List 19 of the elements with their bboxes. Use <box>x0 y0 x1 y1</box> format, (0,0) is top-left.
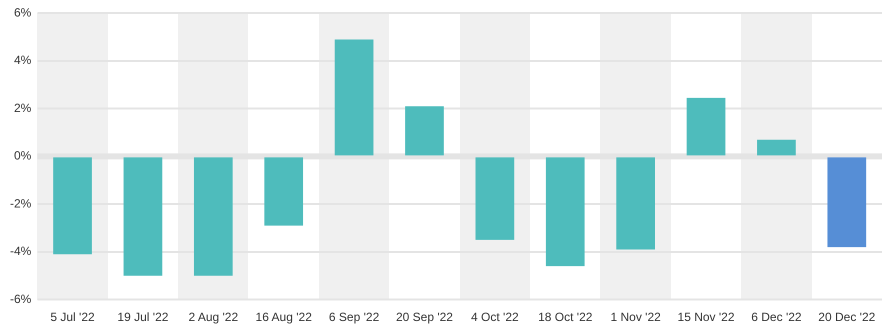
x-tick-label: 4 Oct '22 <box>471 310 520 324</box>
x-tick-label: 20 Dec '22 <box>818 310 876 324</box>
x-tick-label: 18 Oct '22 <box>538 310 593 324</box>
x-tick-label: 1 Nov '22 <box>610 310 662 324</box>
x-tick-label: 15 Nov '22 <box>678 310 735 324</box>
y-tick-label: -6% <box>10 292 32 306</box>
x-tick-label: 2 Aug '22 <box>188 310 238 324</box>
x-tick-label: 5 Jul '22 <box>50 310 96 324</box>
x-tick-label: 19 Jul '22 <box>117 310 169 324</box>
x-tick-label: 20 Sep '22 <box>396 310 454 324</box>
y-tick-label: 4% <box>14 53 32 68</box>
y-tick-label: -4% <box>10 244 32 258</box>
y-tick-label: 2% <box>14 100 32 115</box>
y-tick-label: 6% <box>14 6 32 20</box>
y-tick-label: -2% <box>10 196 32 210</box>
x-tick-label: 6 Dec '22 <box>751 310 802 324</box>
x-tick-label: 6 Sep '22 <box>328 310 380 324</box>
y-tick-label: 0% <box>14 148 32 163</box>
x-tick-label: 16 Aug '22 <box>256 310 312 324</box>
